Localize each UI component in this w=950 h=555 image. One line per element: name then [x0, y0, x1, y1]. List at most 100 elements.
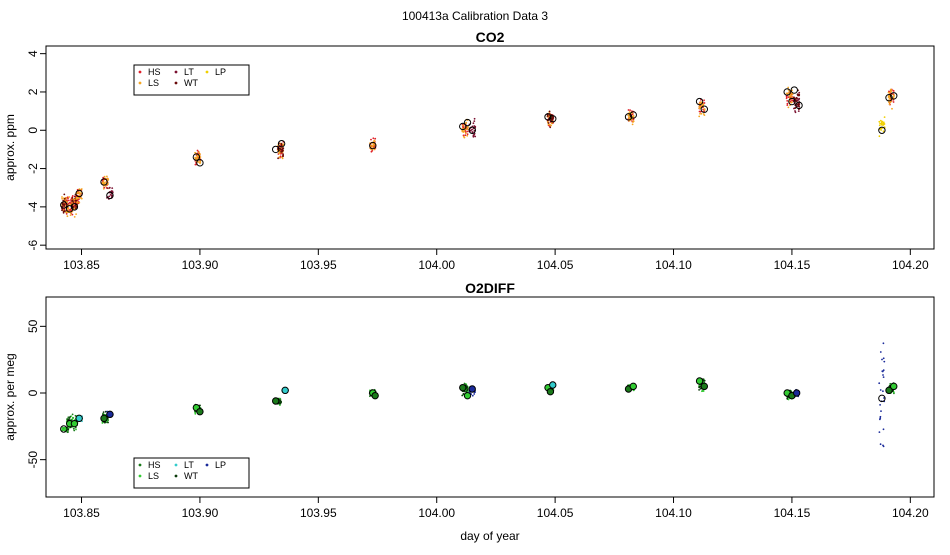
mean-marker	[459, 383, 467, 392]
mean-marker	[371, 391, 379, 400]
x-tick-label: 103.85	[63, 258, 100, 272]
mean-marker	[795, 101, 803, 110]
data-point	[462, 135, 465, 138]
data-point	[881, 358, 883, 361]
data-point	[68, 196, 71, 198]
data-point	[104, 410, 107, 413]
data-point	[462, 130, 465, 133]
x-tick-label: 104.05	[537, 258, 574, 272]
data-point	[472, 122, 475, 125]
data-point	[282, 153, 284, 156]
data-point	[103, 182, 106, 185]
data-point	[883, 397, 885, 399]
data-point	[464, 134, 467, 137]
data-point	[702, 390, 705, 392]
data-point	[80, 197, 83, 200]
data-point	[785, 96, 788, 98]
data-point	[878, 124, 881, 127]
data-point	[102, 413, 104, 416]
data-point	[791, 93, 794, 96]
data-point	[883, 123, 886, 125]
data-point	[881, 120, 884, 123]
data-point	[461, 394, 464, 397]
x-axis-label: day of year	[460, 529, 519, 543]
legend-label: LS	[148, 471, 159, 481]
data-point	[794, 107, 796, 109]
data-point	[280, 151, 282, 153]
mean-marker	[60, 201, 68, 209]
data-point	[62, 211, 65, 214]
data-point	[65, 197, 68, 200]
data-point	[104, 185, 107, 187]
data-point	[632, 120, 635, 122]
data-point	[793, 96, 795, 99]
data-point	[887, 91, 890, 94]
data-point	[879, 351, 882, 353]
legend-marker	[174, 81, 178, 85]
mean-marker	[546, 387, 555, 396]
data-point	[62, 203, 65, 206]
data-point	[472, 127, 475, 130]
y-tick-label: -2	[26, 163, 40, 174]
data-point	[786, 102, 789, 105]
data-point	[108, 195, 111, 198]
y-axis-label: approx. per meg	[3, 353, 17, 440]
data-point	[75, 213, 77, 216]
data-point	[71, 213, 74, 216]
x-tick-label: 103.95	[300, 258, 337, 272]
data-point	[547, 122, 550, 124]
mean-marker	[106, 191, 114, 200]
mean-marker	[271, 145, 280, 154]
mean-marker	[885, 386, 893, 395]
data-point	[72, 206, 75, 208]
mean-marker	[100, 414, 108, 423]
data-point	[794, 110, 796, 112]
data-point	[73, 429, 76, 432]
data-point	[551, 118, 554, 121]
mean-marker	[75, 189, 83, 198]
mean-marker	[629, 382, 637, 391]
mean-marker	[549, 381, 557, 389]
y-tick-label: -4	[26, 201, 40, 212]
data-point	[473, 120, 476, 122]
panel-title: CO2	[476, 29, 505, 45]
x-tick-label: 103.95	[300, 506, 337, 520]
y-tick-label: 0	[26, 127, 40, 134]
data-point	[71, 416, 74, 419]
data-point	[71, 413, 74, 416]
data-point	[65, 213, 68, 215]
data-point	[472, 135, 475, 138]
data-point	[280, 401, 282, 403]
data-point	[373, 140, 376, 143]
mean-marker	[700, 382, 709, 391]
data-point	[103, 175, 106, 178]
data-point	[75, 205, 77, 208]
mean-marker	[890, 92, 898, 100]
data-point	[878, 135, 881, 138]
data-point	[66, 215, 69, 218]
data-point	[465, 121, 468, 124]
data-point	[879, 415, 882, 418]
data-point	[474, 135, 477, 138]
data-point	[102, 180, 105, 182]
legend-label: LT	[184, 67, 194, 77]
panel-title: O2DIFF	[465, 280, 515, 296]
data-point	[548, 123, 551, 126]
data-point	[796, 99, 799, 102]
mean-marker	[463, 391, 472, 400]
data-point	[462, 392, 465, 395]
data-point	[71, 200, 73, 202]
mean-marker	[700, 105, 709, 113]
y-tick-label: -50	[26, 451, 40, 469]
data-point	[628, 111, 631, 113]
figure-title: 100413a Calibration Data 3	[402, 9, 548, 23]
data-point	[279, 155, 282, 158]
data-point	[101, 181, 104, 184]
data-point	[882, 121, 885, 124]
data-point	[878, 120, 881, 123]
data-point	[785, 92, 788, 95]
data-point	[631, 123, 634, 126]
data-point	[280, 142, 283, 145]
data-point	[194, 156, 197, 159]
